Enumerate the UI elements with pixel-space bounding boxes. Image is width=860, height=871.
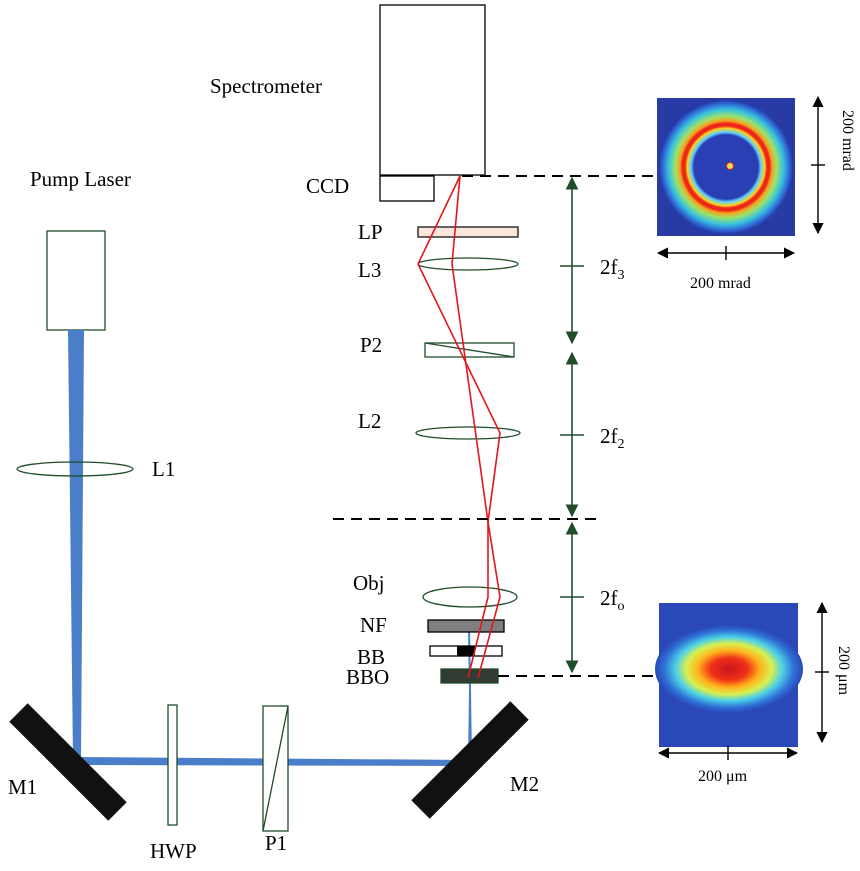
spectrometer-label: Spectrometer bbox=[210, 74, 322, 98]
p1-label: P1 bbox=[265, 831, 287, 855]
dimension-2f2-label: 2f2 bbox=[600, 424, 625, 452]
mirror-m2 bbox=[411, 701, 529, 819]
signal-ray-2 bbox=[417, 175, 501, 679]
obj-label: Obj bbox=[353, 571, 385, 595]
far-field-inset: 200 mrad 200 mrad bbox=[656, 95, 856, 292]
l2-label: L2 bbox=[358, 409, 381, 433]
pump-laser-box bbox=[46, 230, 106, 331]
dimension-2fo-label: 2fo bbox=[600, 586, 625, 614]
polarizer-p2-diagonal bbox=[424, 342, 515, 358]
half-wave-plate bbox=[167, 704, 178, 826]
near-field-v-label: 200 μm bbox=[835, 646, 852, 696]
bbo-label: BBO bbox=[346, 665, 389, 689]
far-field-h-label: 200 mrad bbox=[690, 275, 751, 292]
dimension-2f3-label: 2f3 bbox=[600, 255, 625, 283]
pump-beam-vertical bbox=[68, 330, 84, 760]
l3-label: L3 bbox=[358, 258, 381, 282]
polarizer-p1-diagonal bbox=[262, 705, 289, 832]
near-field-inset: 200 μm 200 μm bbox=[655, 601, 852, 785]
near-field-spot bbox=[655, 625, 803, 713]
l1-label: L1 bbox=[152, 457, 175, 481]
hwp-label: HWP bbox=[150, 839, 197, 863]
mirror-m1 bbox=[9, 703, 127, 821]
objective-lens bbox=[422, 586, 518, 608]
bb-label: BB bbox=[357, 645, 385, 669]
beam-block-core bbox=[457, 646, 475, 656]
longpass-filter bbox=[417, 226, 519, 238]
near-field-h-label: 200 μm bbox=[698, 768, 748, 785]
notch-filter bbox=[427, 619, 505, 633]
p2-label: P2 bbox=[360, 333, 382, 357]
far-field-ring bbox=[659, 100, 793, 234]
far-field-center-spot bbox=[726, 162, 734, 170]
ccd-box bbox=[379, 175, 435, 202]
m2-label: M2 bbox=[510, 772, 539, 796]
ccd-label: CCD bbox=[306, 174, 349, 198]
pump-laser-label: Pump Laser bbox=[30, 167, 131, 191]
lens-l1 bbox=[16, 461, 134, 477]
far-field-v-label: 200 mrad bbox=[839, 110, 856, 171]
nf-label: NF bbox=[360, 613, 387, 637]
lens-l3 bbox=[417, 257, 519, 271]
lens-l2 bbox=[415, 426, 521, 440]
m1-label: M1 bbox=[8, 775, 37, 799]
spectrometer-box bbox=[379, 4, 486, 176]
lp-label: LP bbox=[358, 220, 383, 244]
